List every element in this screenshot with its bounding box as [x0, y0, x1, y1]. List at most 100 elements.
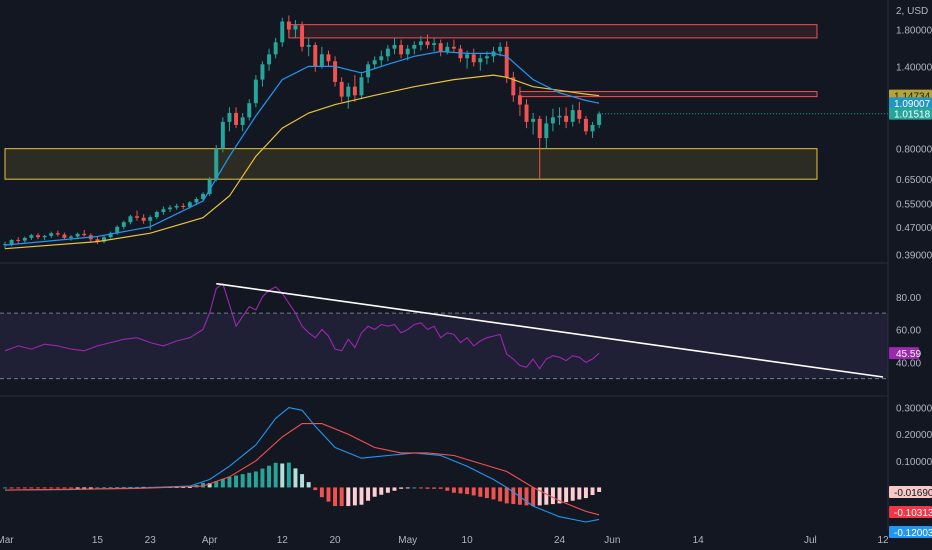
candle-body	[201, 193, 206, 200]
time-tick-label: 24	[554, 535, 566, 546]
macd-histogram-bar	[313, 487, 318, 491]
candle-body	[168, 207, 173, 210]
candle-body	[82, 233, 87, 236]
candle-body	[108, 233, 113, 238]
candle-body	[379, 56, 384, 61]
price-badge	[889, 97, 932, 110]
candle-body	[121, 222, 126, 227]
candle-body	[399, 44, 404, 55]
macd-histogram-bar	[524, 487, 529, 506]
macd-badge-label: -0.10313	[894, 508, 932, 519]
candle-body	[504, 46, 509, 78]
price-tick-label: 0.65000	[896, 175, 932, 186]
macd-histogram-bar	[207, 483, 212, 488]
candle-body	[36, 235, 40, 238]
macd-histogram-bar	[286, 462, 291, 488]
candle-body	[22, 237, 27, 241]
macd-histogram-bar	[504, 487, 509, 504]
macd-histogram-bar	[267, 465, 272, 488]
candle-body	[42, 235, 47, 238]
candle-body	[154, 211, 159, 218]
candle-body	[29, 235, 34, 238]
time-tick-label: 12	[877, 535, 889, 546]
candle-body	[465, 54, 470, 59]
candle-body	[9, 239, 14, 245]
candle-body	[425, 41, 430, 45]
macd-histogram-bar	[484, 487, 489, 499]
candle-body	[590, 124, 595, 132]
rsi-tick-label: 60.00	[896, 326, 921, 337]
rsi-badge	[889, 347, 919, 360]
candle-body	[141, 217, 146, 221]
candle-body	[346, 86, 351, 97]
candle-body	[293, 25, 298, 30]
macd-histogram-bar	[220, 478, 225, 488]
macd-histogram-bar	[69, 487, 73, 489]
candle-body	[247, 103, 252, 118]
candle-body	[55, 233, 60, 235]
rsi-badge-label: 45.59	[896, 349, 921, 360]
price-tick-label: 0.47000	[896, 223, 932, 234]
price-badge-label: 1.09007	[894, 99, 931, 110]
currency-label: 2, USD	[896, 6, 928, 17]
candle-body	[537, 118, 542, 139]
price-badge-label: 1.14734	[894, 92, 931, 103]
candle-body	[161, 209, 166, 212]
candle-body	[313, 44, 318, 67]
candle-body	[75, 233, 80, 237]
candle-body	[524, 104, 529, 122]
candle-body	[187, 202, 192, 207]
macd-histogram-bar	[181, 486, 186, 488]
price-tick-label: 0.39000	[896, 250, 932, 261]
rsi-line	[4, 282, 600, 370]
candle-body	[372, 60, 377, 65]
time-tick-label: Jun	[604, 535, 620, 546]
candle-body	[227, 112, 232, 122]
macd-histogram-bar	[319, 487, 324, 498]
time-tick-label: 10	[462, 535, 474, 546]
ema-slow-line	[4, 74, 600, 250]
candle-body	[240, 117, 245, 125]
macd-signal-line	[4, 423, 600, 516]
macd-badge	[889, 486, 932, 498]
candle-body	[286, 21, 291, 30]
candle-body	[16, 239, 21, 241]
candle-body	[438, 43, 443, 52]
macd-line	[4, 407, 600, 523]
macd-histogram-bar	[95, 487, 100, 489]
macd-tick-label: 0.30000	[896, 404, 932, 415]
price-tick-label: 1.40000	[896, 62, 932, 73]
macd-histogram-bar	[550, 487, 555, 505]
candle-body	[214, 148, 219, 180]
time-tick-label: 14	[693, 535, 705, 546]
candle-body	[319, 54, 324, 67]
macd-histogram-bar	[597, 487, 602, 492]
price-badge-label: 1.01518	[894, 110, 931, 121]
macd-histogram-bar	[570, 487, 575, 501]
candle-body	[498, 46, 503, 52]
candle-body	[471, 54, 476, 63]
candle-body	[135, 216, 140, 218]
rsi-tick-label: 80.00	[896, 293, 921, 304]
candle-body	[69, 236, 73, 238]
macd-histogram-bar	[240, 474, 245, 488]
macd-histogram-bar	[366, 487, 371, 501]
macd-histogram-bar	[187, 486, 192, 488]
candle-body	[412, 44, 417, 49]
macd-histogram-bar	[372, 487, 377, 497]
macd-histogram-bar	[333, 487, 338, 507]
macd-histogram-bar	[491, 487, 496, 500]
macd-histogram-bar	[517, 487, 522, 505]
time-tick-label: Apr	[202, 535, 218, 546]
time-tick-label: 23	[145, 535, 157, 546]
candle-body	[478, 58, 483, 63]
rsi-tick-label: 40.00	[896, 358, 921, 369]
macd-histogram-bar	[412, 487, 417, 489]
macd-histogram-bar	[300, 474, 305, 488]
candle-body	[207, 179, 212, 194]
candle-body	[300, 25, 305, 47]
candle-body	[280, 21, 285, 43]
macd-histogram-bar	[306, 482, 311, 488]
candle-body	[253, 79, 258, 104]
